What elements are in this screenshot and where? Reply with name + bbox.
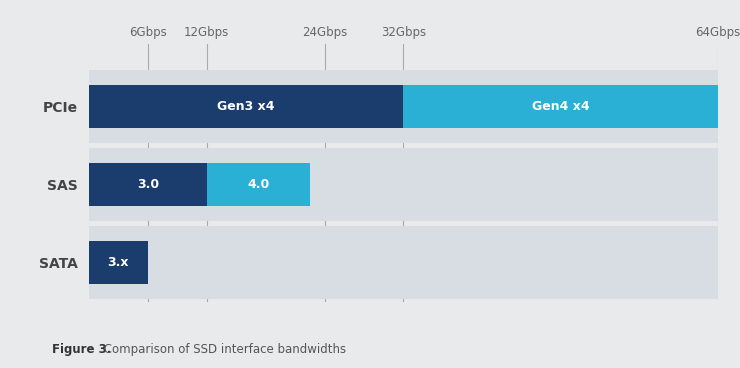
Text: 4.0: 4.0 xyxy=(247,178,269,191)
Bar xyxy=(89,85,403,128)
Bar xyxy=(89,70,718,143)
Text: Figure 3.: Figure 3. xyxy=(52,343,111,356)
Text: Comparison of SSD interface bandwidths: Comparison of SSD interface bandwidths xyxy=(100,343,346,356)
Bar xyxy=(89,148,718,221)
Text: Gen3 x4: Gen3 x4 xyxy=(218,100,275,113)
Text: Gen4 x4: Gen4 x4 xyxy=(532,100,589,113)
Bar xyxy=(89,226,718,299)
Text: 3.x: 3.x xyxy=(107,256,129,269)
Bar xyxy=(403,85,718,128)
Text: 3.0: 3.0 xyxy=(137,178,159,191)
Bar xyxy=(206,163,310,206)
Bar xyxy=(89,163,206,206)
Bar xyxy=(89,241,148,284)
